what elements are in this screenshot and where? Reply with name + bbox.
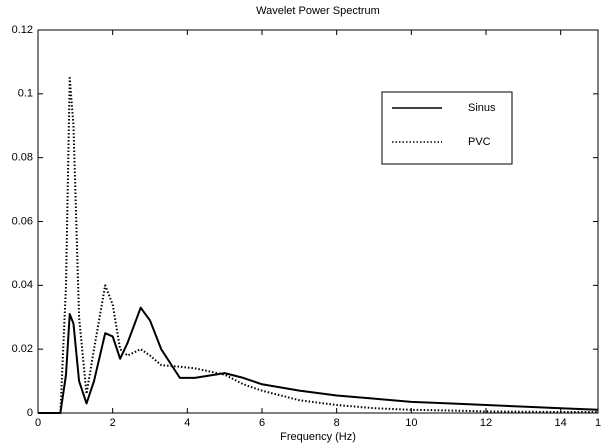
y-tick-label: 0.04 [12,279,33,291]
series-line [38,76,598,414]
y-tick-label: 0.12 [12,24,33,36]
y-tick-label: 0.1 [18,88,33,100]
y-tick-label: 0.08 [12,152,33,164]
y-tick-label: 0 [27,407,33,419]
x-tick-label: 10 [405,417,417,429]
x-tick-label: 8 [334,417,340,429]
series-line [38,306,599,414]
y-tick-label: 0.06 [12,215,33,227]
legend-label: Sinus [468,102,496,114]
x-tick-label: 6 [259,417,265,429]
x-tick-label: 2 [110,417,116,429]
x-tick-label: 4 [184,417,190,429]
legend-box [381,91,513,165]
x-tick-label: 12 [480,417,492,429]
x-tick-label: 0 [35,417,41,429]
x-axis-label: Frequency (Hz) [280,431,356,443]
legend-label: PVC [468,136,491,148]
y-tick-label: 0.02 [12,343,33,355]
x-tick-label: 1 [595,417,601,429]
chart-title: Wavelet Power Spectrum [256,5,380,17]
x-tick-label: 14 [555,417,567,429]
